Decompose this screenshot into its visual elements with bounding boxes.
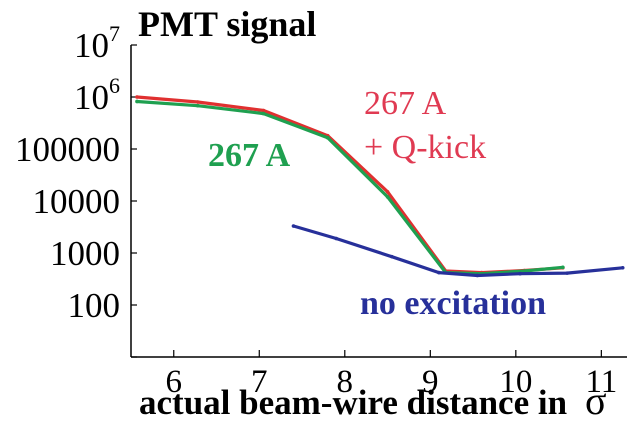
y-tick-label: 107 bbox=[74, 21, 120, 65]
data-point bbox=[334, 236, 339, 241]
series-line-0 bbox=[135, 95, 565, 275]
data-point bbox=[620, 265, 625, 270]
y-tick-label: 100 bbox=[68, 286, 121, 325]
annotation-q-kick: + Q-kick bbox=[364, 129, 486, 166]
annotation-no-excitation: no excitation bbox=[360, 285, 546, 322]
y-tick-label: 106 bbox=[74, 73, 120, 117]
data-point bbox=[518, 271, 522, 276]
x-tick-label: 11 bbox=[585, 364, 617, 400]
x-tick-label: 9 bbox=[422, 364, 439, 400]
data-point bbox=[390, 254, 394, 259]
x-tick-label: 10 bbox=[499, 364, 532, 400]
data-point bbox=[195, 103, 200, 108]
annotation-267a-green: 267 A bbox=[208, 137, 291, 174]
data-point bbox=[325, 135, 330, 140]
x-tick-label: 6 bbox=[166, 364, 183, 400]
data-point bbox=[565, 271, 569, 275]
annotation-267a-red: 267 A bbox=[364, 85, 447, 122]
y-tick-label: 100000 bbox=[15, 130, 120, 169]
series-line-2 bbox=[291, 224, 625, 278]
data-point bbox=[135, 95, 139, 99]
y-tick-label: 10000 bbox=[33, 182, 121, 221]
y-tick-label: 1000 bbox=[50, 234, 120, 273]
data-point bbox=[385, 195, 390, 199]
data-point bbox=[437, 270, 441, 275]
x-tick-label: 8 bbox=[337, 364, 354, 400]
data-point bbox=[135, 99, 139, 104]
series-line-1 bbox=[135, 99, 565, 276]
data-point bbox=[561, 265, 565, 270]
data-point bbox=[385, 190, 390, 194]
y-ticks: 100 1000 10000 100000 106 107 bbox=[15, 21, 137, 358]
data-point bbox=[195, 100, 200, 104]
data-point bbox=[261, 111, 266, 116]
x-axis-label: actual beam-wire distance in bbox=[139, 383, 567, 421]
data-point bbox=[475, 273, 480, 278]
x-tick-label: 7 bbox=[251, 364, 268, 400]
series-lines bbox=[135, 95, 625, 278]
x-ticks: 6 7 8 9 10 11 bbox=[166, 350, 617, 400]
data-point bbox=[261, 108, 266, 113]
chart-title: PMT signal bbox=[138, 4, 316, 44]
data-point bbox=[522, 269, 527, 273]
data-point bbox=[291, 224, 296, 228]
sigma-symbol: σ bbox=[585, 378, 607, 421]
